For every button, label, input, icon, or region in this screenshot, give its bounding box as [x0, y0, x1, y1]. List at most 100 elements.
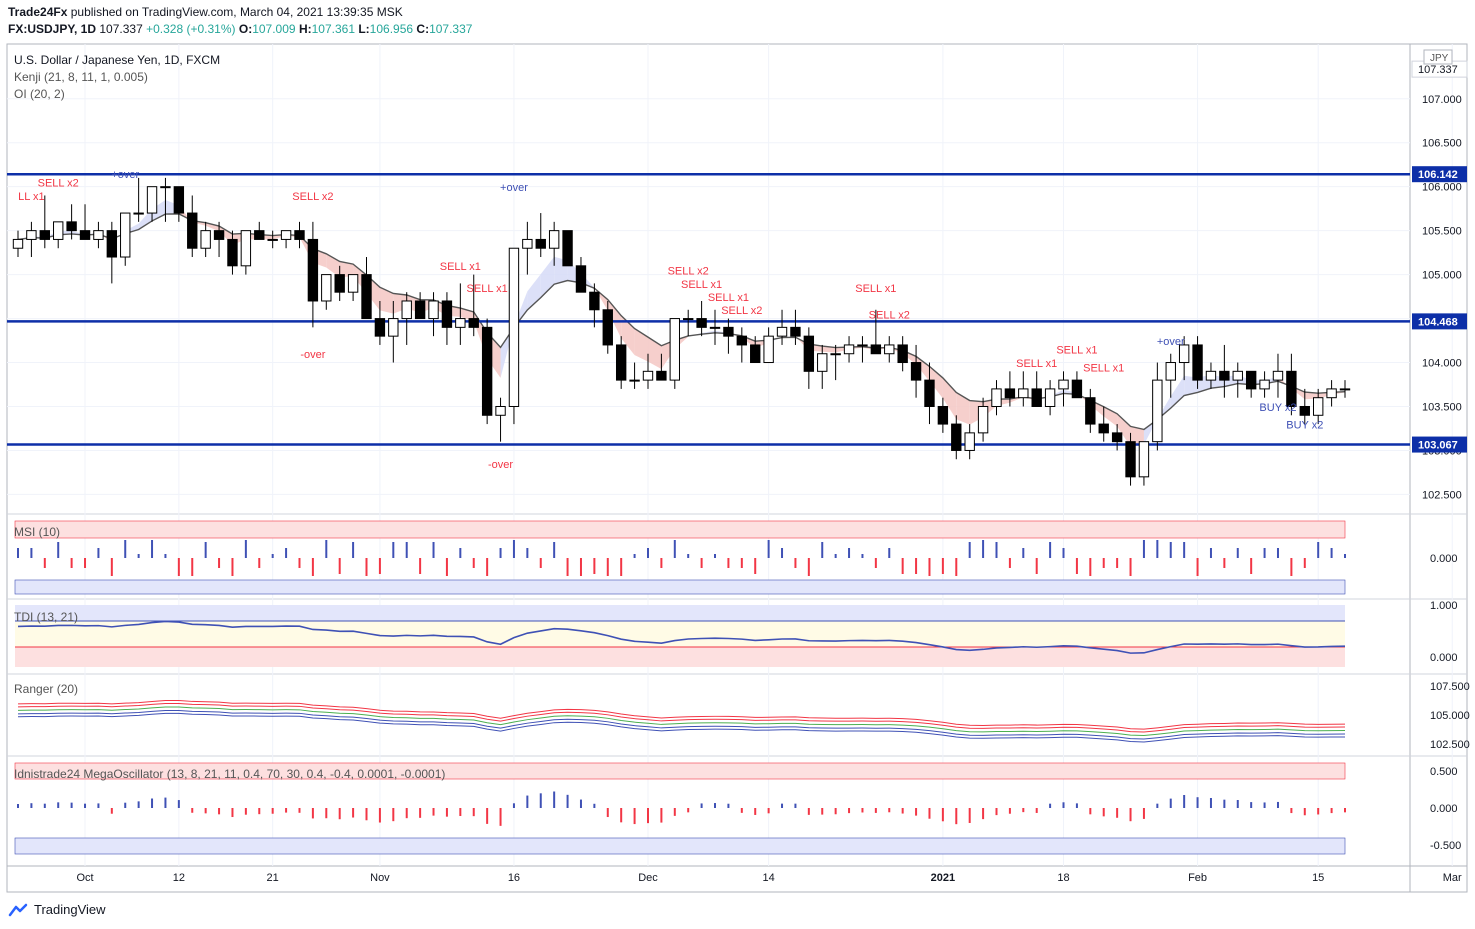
candle-body	[133, 212, 144, 215]
candle-body	[1326, 388, 1337, 399]
high-value: 107.361	[311, 22, 355, 36]
ranger-band	[17, 702, 1346, 733]
sell-signal-label: LL x1	[18, 191, 45, 203]
candle-body	[254, 230, 265, 240]
sell-signal-label: SELL x2	[38, 178, 79, 190]
candle-body	[294, 230, 305, 240]
candle-body	[106, 230, 118, 258]
candle	[1299, 388, 1310, 425]
candle	[857, 336, 868, 363]
level-price-badge	[1412, 313, 1467, 330]
tradingview-logo-icon	[8, 903, 28, 916]
sell-signal-label: SELL x1	[708, 292, 749, 304]
candle-body	[173, 186, 185, 214]
ranger-tick-label: 105.000	[1430, 710, 1470, 722]
kenji-ribbon-segment	[1143, 418, 1158, 445]
candle	[937, 397, 949, 433]
kenji-ribbon-segment	[929, 366, 943, 399]
candle	[1232, 362, 1243, 398]
msi-lower-zone	[14, 579, 1346, 595]
candle	[280, 230, 292, 249]
candle	[307, 221, 319, 328]
tdi-upper-zone	[15, 605, 1345, 621]
candle	[1058, 371, 1069, 407]
candle	[200, 221, 211, 258]
candle	[602, 300, 613, 354]
candle	[723, 318, 734, 354]
candle-body	[615, 344, 627, 381]
candle-body	[1286, 370, 1297, 407]
candle-body	[723, 326, 734, 337]
candle-body	[361, 274, 372, 320]
candle	[1326, 380, 1337, 407]
candle	[294, 221, 305, 249]
candle-body	[562, 230, 573, 267]
candle	[562, 230, 573, 267]
candle-body	[120, 212, 131, 258]
candle-body	[790, 326, 801, 337]
kenji-ribbon-segment	[205, 222, 220, 232]
kenji-ribbon-segment	[138, 208, 153, 230]
mega-title: Idnistrade24 MegaOscillator (13, 8, 21, …	[14, 767, 445, 781]
candle-body	[870, 344, 882, 355]
candle	[642, 353, 654, 389]
tradingview-brand[interactable]: TradingView	[34, 902, 106, 917]
candle	[977, 397, 989, 442]
candle-body	[1339, 388, 1351, 391]
candle-body	[200, 230, 211, 249]
candle-body	[1313, 397, 1324, 416]
time-tick-label: 18	[1057, 872, 1069, 884]
candle	[776, 309, 788, 345]
candle	[629, 362, 640, 389]
candle	[1111, 424, 1123, 451]
time-tick-label: 15	[1312, 872, 1324, 884]
sell-signal-label: SELL x1	[855, 283, 896, 295]
candle	[696, 300, 707, 337]
ranger-band	[17, 700, 1346, 730]
candle	[763, 327, 774, 364]
candle-body	[280, 230, 292, 240]
msi-upper-zone	[14, 520, 1346, 539]
sell-signal-label: SELL x1	[467, 283, 508, 295]
candle-body	[1299, 405, 1310, 416]
candle	[790, 309, 801, 345]
candle-body	[347, 274, 359, 293]
ranger-band	[17, 709, 1346, 740]
sell-signal-label: SELL x1	[1083, 362, 1124, 374]
candle	[1178, 336, 1190, 381]
publisher-name[interactable]: Trade24Fx	[8, 5, 68, 19]
candle	[254, 221, 265, 240]
candle-body	[817, 353, 828, 372]
time-tick-label: 16	[508, 872, 520, 884]
chart-frame	[6, 43, 1468, 893]
tdi-middle-zone	[15, 621, 1345, 647]
candle-body	[508, 247, 520, 407]
kenji-ribbon-segment	[1184, 375, 1198, 396]
kenji-ribbon-segment	[1103, 406, 1118, 427]
kenji-slow-line	[17, 213, 1346, 431]
mega-tick-label: 0.000	[1430, 803, 1458, 815]
candle	[1044, 380, 1056, 416]
kenji-ribbon-segment	[1170, 375, 1185, 409]
mega-upper-zone	[14, 762, 1346, 780]
price-tick-label: 106.500	[1422, 138, 1462, 150]
candle-body	[575, 265, 587, 293]
candle	[910, 344, 922, 398]
candle-body	[12, 238, 24, 249]
ohlc-line: FX:USDJPY, 1D 107.337 +0.328 (+0.31%) O:…	[8, 22, 473, 36]
candle	[160, 177, 171, 222]
close-value: 107.337	[429, 22, 473, 36]
sell-signal-label: SELL x1	[681, 279, 722, 291]
candle	[736, 327, 748, 363]
kenji-ribbon-segment	[339, 261, 354, 278]
candle	[964, 424, 975, 460]
currency-badge	[1423, 49, 1453, 65]
candle	[66, 204, 77, 240]
candle	[361, 257, 372, 320]
candle-body	[1125, 441, 1136, 478]
tradingview-footer: TradingView	[8, 902, 106, 917]
candle	[79, 204, 91, 240]
candle	[1259, 371, 1270, 398]
candle	[870, 309, 882, 355]
